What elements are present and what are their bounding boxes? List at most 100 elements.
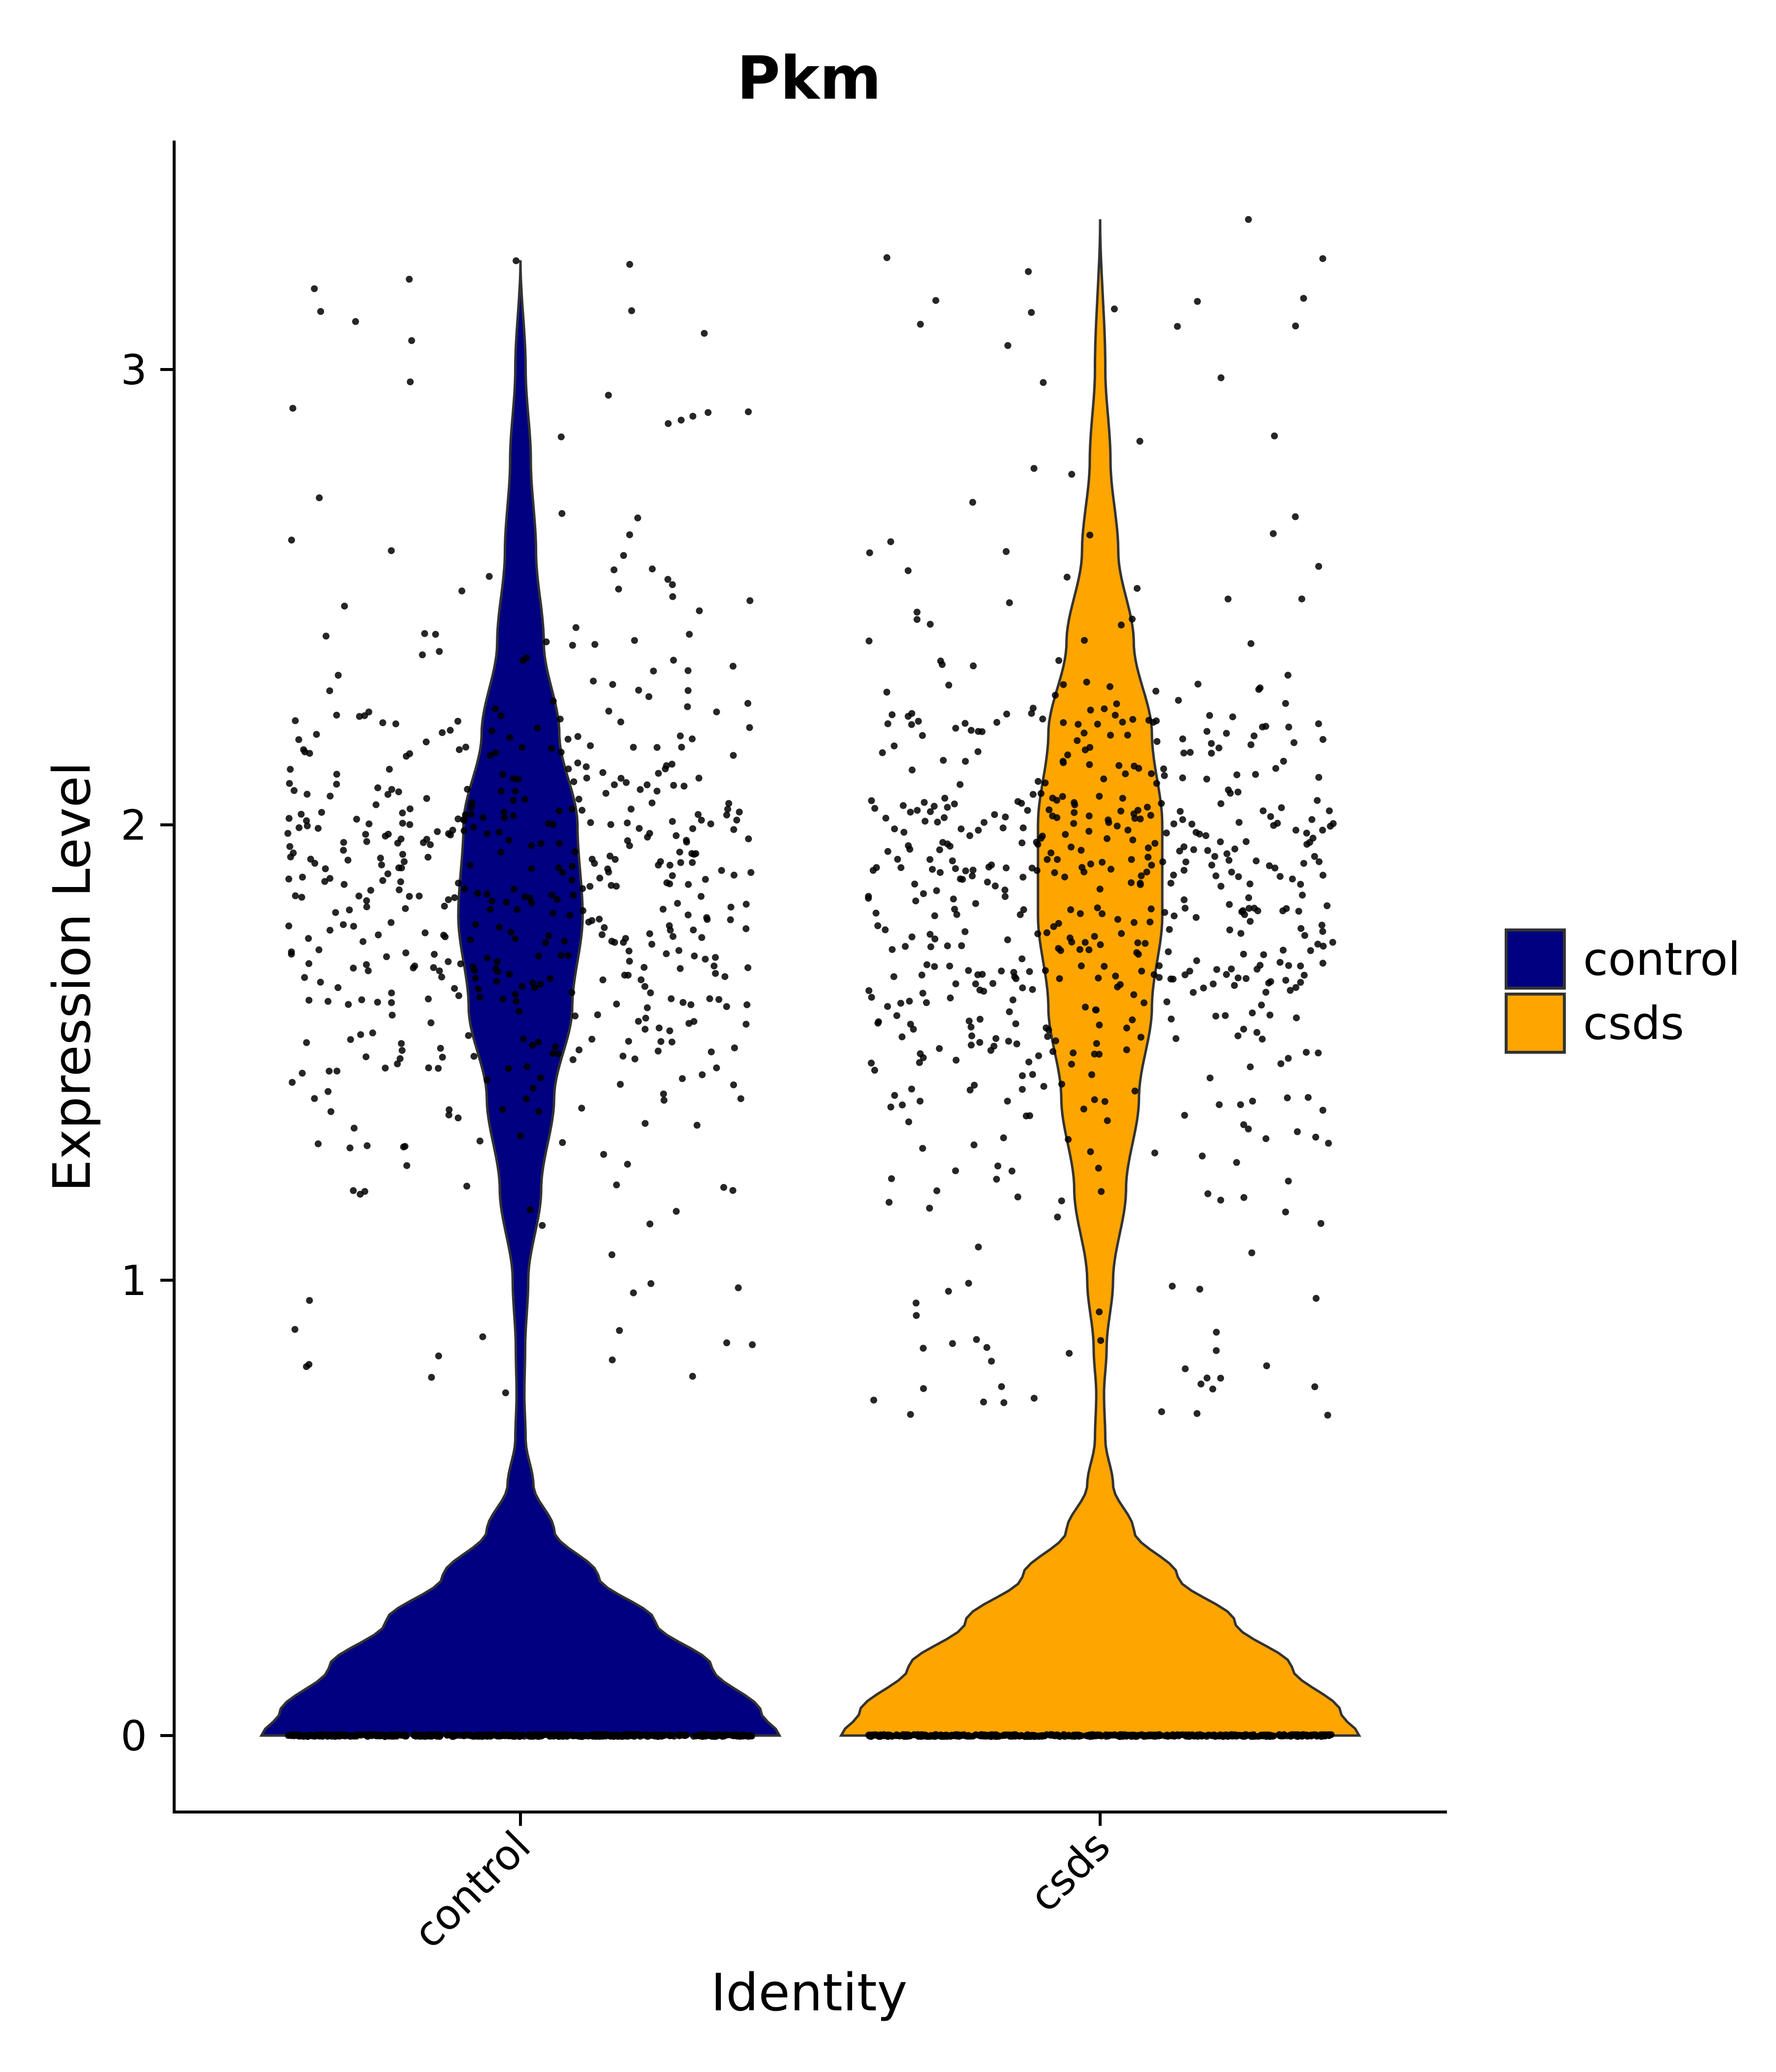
cell-point [921,799,928,806]
cell-point [1099,858,1106,866]
cell-point [894,855,901,863]
cell-point [1018,955,1026,962]
cell-point [625,971,632,979]
cell-point [570,891,577,899]
cell-point [657,1038,665,1045]
cell-point [399,851,407,858]
cell-point [1049,813,1056,819]
cell-point [1182,858,1189,866]
cell-point [578,807,586,814]
cell-point [501,814,508,821]
cell-point [451,985,458,992]
cell-point [441,902,448,910]
cell-point [333,780,340,788]
cell-point [1064,751,1072,759]
cell-point [288,1732,295,1739]
cell-point [583,775,591,782]
cell-point [1206,712,1213,719]
cell-point [507,928,515,936]
cell-point [287,853,294,861]
cell-point [529,1084,537,1092]
cell-point [398,864,405,872]
cell-point [1044,1033,1051,1040]
cell-point [931,935,939,943]
cell-point [1319,872,1327,879]
cell-point [1051,869,1058,876]
cell-point [897,999,904,1007]
cell-point [1282,1208,1289,1216]
jitter-points [284,216,1337,1740]
cell-point [624,819,631,827]
cell-point [976,1016,984,1023]
cell-point [471,966,478,974]
cell-point [724,806,732,813]
cell-point [1123,1024,1130,1032]
cell-point [499,771,506,778]
cell-point [1229,713,1236,721]
y-tick-label: 3 [121,346,147,394]
cell-point [1045,1026,1052,1034]
cell-point [573,1732,580,1739]
violin-control [259,260,782,1737]
cell-point [1145,853,1152,861]
cell-point [675,1732,683,1739]
legend-key-csds [1505,993,1566,1054]
cell-point [907,809,914,816]
cell-point [1319,928,1327,935]
cell-point [989,980,997,987]
cell-point [1307,947,1314,954]
cell-point [568,989,575,996]
cell-point [698,893,705,900]
cell-point [578,1105,585,1112]
cell-point [605,868,612,876]
cell-point [940,757,947,764]
cell-point [636,786,644,793]
cell-point [454,718,462,725]
cell-point [951,800,958,808]
cell-point [1300,295,1307,302]
cell-point [298,893,305,901]
cell-point [285,814,293,822]
cell-point [1028,710,1035,717]
cell-point [707,820,714,828]
cell-point [559,869,566,876]
cell-point [1041,779,1049,786]
cell-point [1028,309,1035,316]
cell-point [634,514,641,521]
cell-point [1270,1732,1277,1739]
cell-point [460,827,468,834]
cell-point [1163,829,1170,837]
cell-point [1182,904,1189,912]
cell-point [1113,700,1120,707]
cell-point [1061,1732,1068,1739]
cell-point [870,1397,878,1404]
cell-point [397,835,405,843]
cell-point [927,1732,935,1739]
cell-point [893,1012,900,1019]
cell-point [975,826,982,834]
cell-point [1160,765,1167,773]
cell-point [389,1011,396,1019]
cell-point [888,1175,895,1183]
cell-point [1124,1732,1132,1739]
cell-point [635,1018,642,1025]
cell-point [976,1039,983,1046]
cell-point [666,861,673,869]
cell-point [386,766,393,773]
cell-point [646,930,653,937]
cell-point [1094,720,1101,728]
cell-point [883,254,890,261]
cell-point [1080,1106,1087,1112]
cell-point [898,1033,906,1040]
cell-point [419,651,426,659]
cell-point [301,974,308,981]
cell-point [480,1732,487,1739]
cell-point [631,637,638,644]
cell-point [1165,948,1172,956]
cell-point [941,795,949,802]
cell-point [1223,850,1230,857]
cell-point [988,1358,995,1365]
cell-point [872,909,880,917]
cell-point [1318,922,1326,929]
cell-point [1247,1063,1254,1071]
